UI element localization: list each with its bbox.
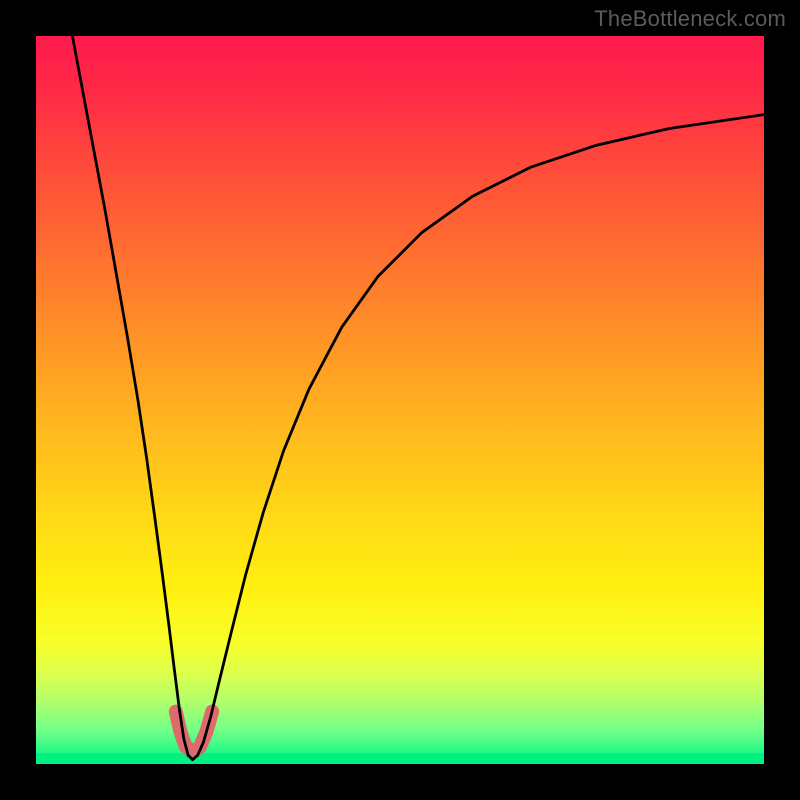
- watermark-text: TheBottleneck.com: [594, 6, 786, 32]
- bottleneck-curve: [36, 36, 764, 764]
- curve-line: [72, 36, 764, 760]
- plot-area: [36, 36, 764, 764]
